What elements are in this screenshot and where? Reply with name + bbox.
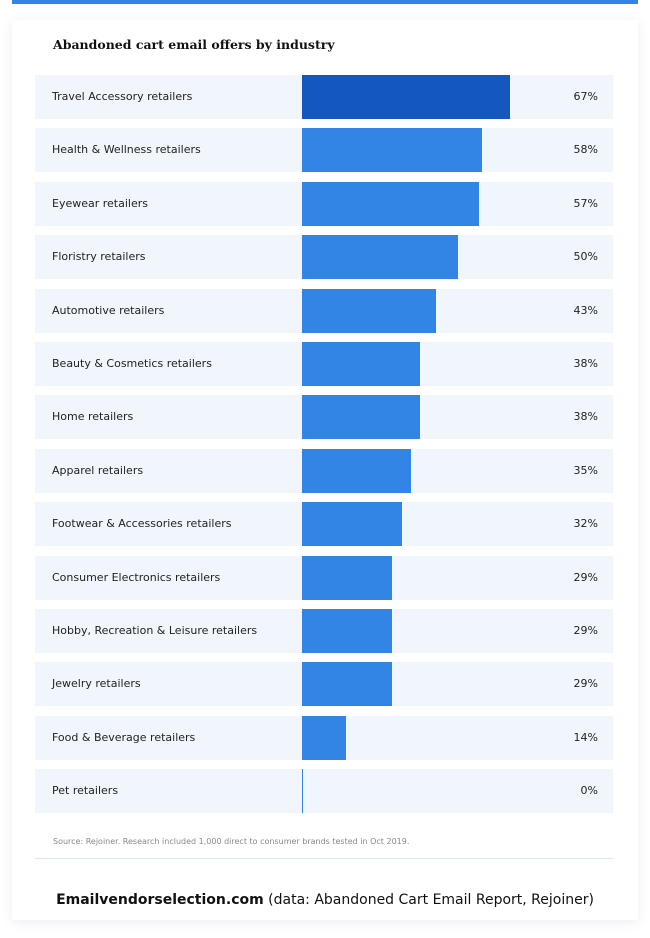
value-label: 0% — [580, 784, 598, 798]
category-label: Footwear & Accessories retailers — [52, 517, 232, 531]
value-label: 38% — [573, 357, 598, 370]
value-label: 14% — [573, 730, 598, 744]
bar — [302, 555, 393, 600]
bar-row: Automotive retailers 43% — [35, 288, 613, 333]
bar-row: Apparel retailers 35% — [35, 448, 613, 493]
value-label: 67% — [573, 90, 598, 103]
bar — [302, 395, 421, 440]
bar — [302, 609, 393, 653]
value-label: 32% — [573, 517, 598, 531]
value-label: 57% — [573, 196, 598, 210]
source-note: Source: Rejoiner. Research included 1,00… — [53, 837, 410, 846]
bar-row: Jewelry retailers 29% — [35, 662, 613, 707]
bar-row: Hobby, Recreation & Leisure retailers 29% — [35, 609, 613, 653]
bar — [302, 75, 511, 119]
category-label: Apparel retailers — [52, 463, 144, 477]
value-label: 58% — [573, 143, 598, 157]
value-label: 29% — [573, 570, 598, 584]
category-label: Health & Wellness retailers — [52, 143, 201, 157]
chart-title: Abandoned cart email offers by industry — [53, 37, 335, 52]
category-label: Pet retailers — [52, 784, 119, 798]
value-label: 38% — [573, 410, 598, 424]
bar-row: Beauty & Cosmetics retailers 38% — [35, 342, 613, 386]
bar — [302, 181, 480, 226]
top-accent-bar — [12, 0, 638, 4]
value-label: 29% — [573, 677, 598, 691]
bar-row: Travel Accessory retailers 67% — [35, 75, 613, 119]
value-label: 29% — [573, 624, 598, 637]
bar-row: Pet retailers 0% — [35, 769, 613, 814]
footer-note: (data: Abandoned Cart Email Report, Rejo… — [263, 892, 594, 908]
bar-row: Food & Beverage retailers 14% — [35, 715, 613, 760]
bar-row: Consumer Electronics retailers 29% — [35, 555, 613, 600]
category-label: Hobby, Recreation & Leisure retailers — [52, 624, 258, 637]
category-label: Automotive retailers — [52, 303, 165, 317]
bar — [302, 448, 411, 493]
bar — [302, 235, 458, 280]
category-label: Jewelry retailers — [52, 677, 141, 691]
category-label: Eyewear retailers — [52, 196, 148, 210]
value-label: 35% — [573, 463, 598, 477]
bar — [302, 342, 421, 386]
bar — [302, 662, 393, 707]
bar — [302, 502, 402, 547]
bar-row: Eyewear retailers 57% — [35, 181, 613, 226]
divider — [35, 858, 613, 859]
bar-row: Floristry retailers 50% — [35, 235, 613, 280]
bar-row: Health & Wellness retailers 58% — [35, 128, 613, 173]
category-label: Travel Accessory retailers — [52, 90, 193, 103]
category-label: Beauty & Cosmetics retailers — [52, 357, 212, 370]
bar — [302, 715, 346, 760]
bar-row: Home retailers 38% — [35, 395, 613, 440]
category-label: Consumer Electronics retailers — [52, 570, 221, 584]
bar-row: Footwear & Accessories retailers 32% — [35, 502, 613, 547]
category-label: Home retailers — [52, 410, 134, 424]
category-label: Floristry retailers — [52, 250, 146, 264]
bar — [302, 288, 436, 333]
category-label: Food & Beverage retailers — [52, 730, 196, 744]
value-label: 43% — [573, 303, 598, 317]
bar — [302, 128, 483, 173]
bar — [302, 769, 303, 814]
footer-brand: Emailvendorselection.com — [56, 892, 264, 908]
value-label: 50% — [573, 250, 598, 264]
footer-credit: Emailvendorselection.com (data: Abandone… — [0, 892, 650, 908]
